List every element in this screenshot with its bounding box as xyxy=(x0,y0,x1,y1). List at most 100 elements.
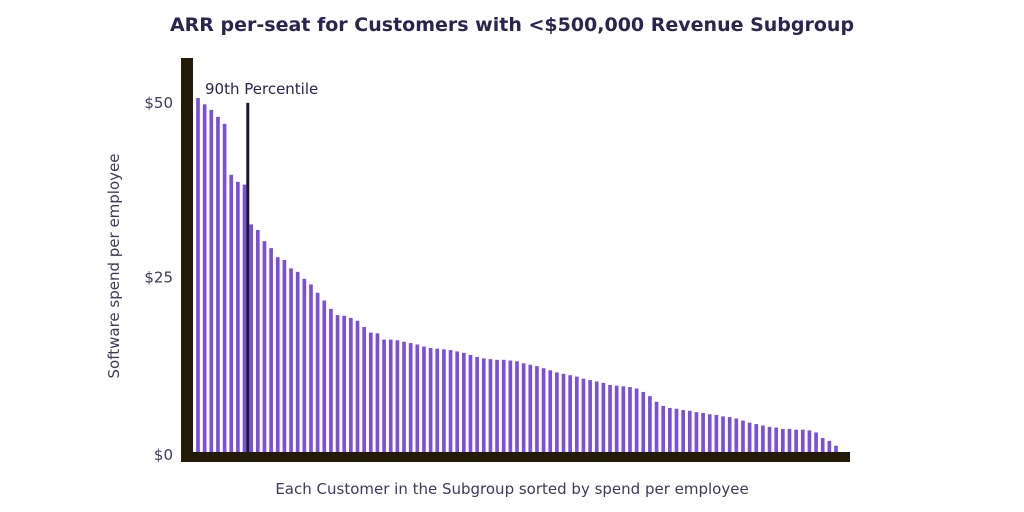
bar xyxy=(368,332,373,452)
bar xyxy=(555,372,559,452)
bar xyxy=(395,340,400,452)
bar xyxy=(820,438,825,452)
bar xyxy=(488,359,493,452)
bar xyxy=(222,123,227,452)
bar xyxy=(674,408,679,452)
bar xyxy=(648,396,652,452)
bar xyxy=(388,339,393,452)
bar xyxy=(568,375,572,452)
bar xyxy=(581,378,586,452)
bar xyxy=(329,308,333,452)
bar xyxy=(515,361,519,452)
bar xyxy=(528,364,533,452)
y-ticks-group: $0 $25 $50 xyxy=(144,94,173,464)
bar xyxy=(628,387,632,452)
bar xyxy=(561,373,566,452)
bar xyxy=(249,224,253,452)
bar xyxy=(196,98,200,453)
bar xyxy=(335,315,340,452)
bar xyxy=(681,410,685,452)
bar xyxy=(747,422,752,452)
bar xyxy=(721,416,725,452)
bar xyxy=(295,271,300,452)
bar xyxy=(275,257,280,452)
bar xyxy=(594,381,599,452)
bar xyxy=(501,359,506,452)
bar xyxy=(309,284,313,452)
bar xyxy=(362,327,366,452)
bar xyxy=(548,370,553,452)
bar xyxy=(455,351,460,452)
bar xyxy=(761,425,765,452)
bar xyxy=(236,181,240,453)
bar xyxy=(255,229,260,452)
bar xyxy=(588,380,592,452)
bar xyxy=(687,410,692,452)
bar xyxy=(508,360,513,452)
y-axis-line xyxy=(181,58,193,462)
bar xyxy=(774,427,779,452)
x-axis-label: Each Customer in the Subgroup sorted by … xyxy=(275,480,749,498)
bar xyxy=(541,368,546,452)
bar xyxy=(521,363,526,452)
bar xyxy=(269,248,273,452)
bar xyxy=(375,333,380,452)
bar xyxy=(229,174,234,452)
bar xyxy=(442,349,446,452)
bar xyxy=(608,384,612,452)
bar xyxy=(714,415,719,452)
bar xyxy=(415,344,420,452)
bar xyxy=(422,346,426,452)
bar xyxy=(654,401,659,452)
bar xyxy=(621,386,626,452)
bar xyxy=(282,260,287,452)
bar xyxy=(754,424,759,452)
bar xyxy=(734,418,739,452)
bar xyxy=(727,417,732,452)
bar xyxy=(349,317,353,452)
bar xyxy=(481,358,486,452)
bar xyxy=(601,382,606,452)
bar xyxy=(322,300,327,452)
x-axis-line xyxy=(181,452,850,462)
bar xyxy=(787,428,792,452)
bar xyxy=(741,420,745,452)
y-tick-label: $50 xyxy=(144,94,173,112)
bar xyxy=(707,414,712,452)
y-tick-label: $25 xyxy=(144,269,173,287)
bar xyxy=(634,388,639,452)
bar xyxy=(668,408,672,452)
bar xyxy=(315,292,320,452)
bar xyxy=(289,268,293,452)
bar xyxy=(262,241,267,452)
percentile-label: 90th Percentile xyxy=(205,80,318,98)
bar xyxy=(342,315,347,452)
bar xyxy=(800,429,805,452)
bar xyxy=(475,357,479,452)
bar xyxy=(807,430,812,452)
bar xyxy=(428,347,433,452)
chart-title: ARR per-seat for Customers with <$500,00… xyxy=(169,14,855,36)
bar xyxy=(767,426,772,452)
bar xyxy=(834,445,838,452)
bar xyxy=(641,391,646,452)
bar xyxy=(827,440,832,452)
y-tick-label: $0 xyxy=(154,446,173,464)
bar xyxy=(382,339,386,452)
bar xyxy=(468,354,473,452)
bars-group xyxy=(196,98,838,453)
bar xyxy=(574,376,579,452)
bar xyxy=(216,116,220,453)
bar xyxy=(448,350,453,452)
bar xyxy=(614,385,619,452)
bar xyxy=(814,432,818,452)
bar xyxy=(408,343,413,452)
bar xyxy=(209,109,214,452)
bar xyxy=(781,428,785,452)
bar xyxy=(661,405,666,452)
bar xyxy=(402,341,406,452)
bar xyxy=(302,278,307,452)
bar xyxy=(535,366,539,452)
bar xyxy=(694,412,699,452)
